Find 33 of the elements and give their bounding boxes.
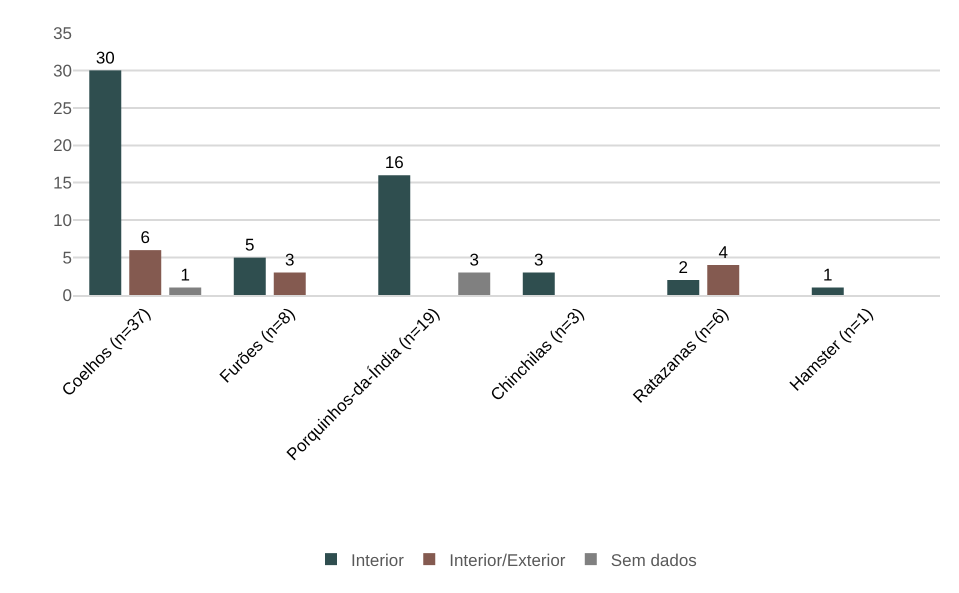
bar xyxy=(667,280,700,295)
bar xyxy=(378,175,410,295)
y-tick-label: 25 xyxy=(53,98,72,118)
data-label: 2 xyxy=(678,258,688,278)
data-label: 3 xyxy=(469,250,479,270)
data-label: 1 xyxy=(823,266,833,285)
y-tick-label: 30 xyxy=(53,61,72,80)
bar xyxy=(129,250,162,295)
bar xyxy=(707,265,740,295)
y-tick-label: 20 xyxy=(53,136,72,156)
y-tick-label: 5 xyxy=(62,248,72,268)
bar xyxy=(89,70,122,295)
y-tick-label: 35 xyxy=(53,24,72,43)
data-label: 4 xyxy=(718,243,728,262)
data-label: 3 xyxy=(534,250,544,270)
data-label: 5 xyxy=(245,236,255,255)
y-tick-label: 10 xyxy=(53,211,72,230)
bar xyxy=(812,288,844,295)
y-tick-label: 15 xyxy=(53,174,72,193)
bar xyxy=(274,272,306,295)
data-label: 6 xyxy=(140,228,150,248)
legend-label: Interior/Exterior xyxy=(449,550,566,570)
bar xyxy=(234,258,266,295)
legend-label: Sem dados xyxy=(610,550,697,570)
data-label: 1 xyxy=(180,266,190,285)
y-tick-label: 0 xyxy=(62,286,72,305)
bar xyxy=(522,272,555,295)
data-label: 16 xyxy=(384,153,404,172)
data-label: 30 xyxy=(96,48,115,68)
bar xyxy=(169,288,202,295)
legend-label: Interior xyxy=(351,550,404,570)
data-label: 3 xyxy=(285,250,294,270)
bar xyxy=(458,272,490,295)
